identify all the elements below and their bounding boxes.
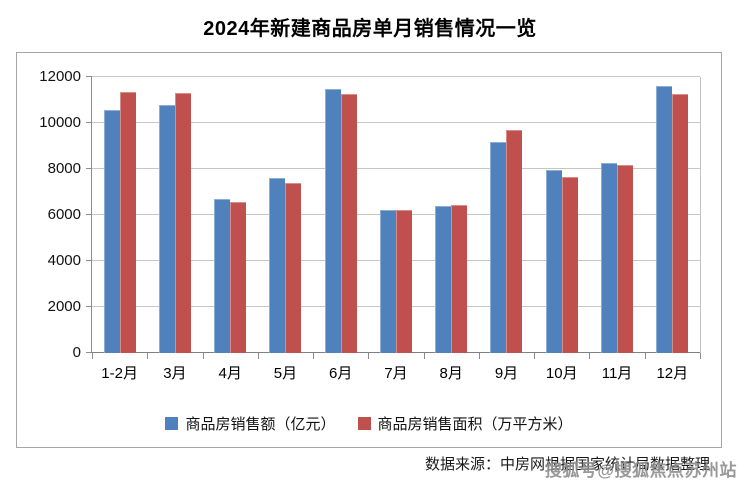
- x-axis-label: 12月: [656, 365, 689, 382]
- bar-group: 8月: [424, 77, 479, 382]
- x-axis-label: 7月: [384, 365, 408, 382]
- bar-group: 7月: [368, 77, 423, 382]
- x-axis-label: 8月: [439, 365, 463, 382]
- chart-legend: 商品房销售额（亿元） 商品房销售面积（万平方米）: [17, 413, 721, 434]
- x-axis-tick: [423, 353, 425, 359]
- bar-sales-amount[interactable]: [656, 85, 673, 353]
- x-axis-tick: [534, 353, 536, 359]
- y-axis-label: 12000: [39, 68, 81, 85]
- x-axis-tick: [202, 353, 204, 359]
- gridline: [92, 122, 700, 123]
- bar-sales-amount[interactable]: [324, 89, 341, 353]
- bar-group: 9月: [479, 77, 534, 382]
- x-axis-tick: [589, 353, 591, 359]
- y-axis-tick: [86, 122, 92, 123]
- y-axis-tick: [86, 260, 92, 261]
- bar-sales-amount[interactable]: [269, 178, 286, 353]
- bar-sales-amount[interactable]: [601, 162, 618, 353]
- bar-sales-area[interactable]: [506, 130, 523, 353]
- bar-sales-amount[interactable]: [435, 205, 452, 353]
- bar-sales-area[interactable]: [119, 91, 136, 353]
- chart-frame: 0 2000 4000 6000 8000 10000 12000 1-2月 3月 4月 5月 6月 7…: [16, 52, 722, 448]
- bar-group: 3月: [147, 77, 202, 382]
- legend-item-sales-area[interactable]: 商品房销售面积（万平方米）: [357, 413, 573, 434]
- x-axis-tick: [700, 353, 701, 359]
- bar-sales-amount[interactable]: [545, 169, 562, 353]
- gridline: [92, 76, 700, 77]
- x-axis-tick: [644, 353, 646, 359]
- x-axis-tick: [313, 353, 315, 359]
- x-axis-tick: [92, 353, 93, 359]
- y-axis-label: 2000: [47, 298, 81, 316]
- x-axis-label: 4月: [218, 365, 242, 382]
- legend-item-sales-amount[interactable]: 商品房销售额（亿元）: [165, 413, 336, 434]
- bar-group: 10月: [534, 77, 589, 382]
- x-axis-label: 11月: [601, 365, 633, 382]
- x-axis-tick: [368, 353, 370, 359]
- y-axis-tick: [86, 214, 92, 215]
- legend-label-sales-area: 商品房销售面积（万平方米）: [377, 416, 573, 433]
- bar-sales-area[interactable]: [561, 177, 578, 353]
- bar-groups: 1-2月 3月 4月 5月 6月 7月 8月 9月 10月 11月 12月: [92, 77, 700, 382]
- legend-swatch-red-icon: [357, 417, 371, 430]
- plot-area: 0 2000 4000 6000 8000 10000 12000 1-2月 3月 4月 5月 6月 7…: [39, 69, 701, 382]
- data-source-note: 数据来源：中房网根据国家统计局数据整理: [424, 456, 710, 473]
- x-axis-tick: [478, 353, 480, 359]
- bar-sales-amount[interactable]: [379, 210, 396, 353]
- bar-sales-area[interactable]: [285, 183, 302, 353]
- bar-sales-area[interactable]: [174, 93, 191, 353]
- bar-group: 6月: [313, 77, 368, 382]
- bar-sales-area[interactable]: [451, 204, 468, 353]
- x-axis-label: 5月: [273, 365, 298, 382]
- bar-group: 1-2月: [92, 77, 147, 382]
- bar-sales-amount[interactable]: [490, 142, 507, 353]
- y-axis-tick: [86, 76, 92, 77]
- y-axis-label: 10000: [39, 114, 81, 131]
- x-axis-label: 1-2月: [101, 365, 138, 382]
- y-axis-tick: [86, 306, 92, 307]
- legend-swatch-blue-icon: [165, 417, 179, 430]
- y-axis-label: 0: [72, 344, 81, 361]
- y-axis-label: 6000: [47, 206, 81, 223]
- bar-sales-amount[interactable]: [214, 198, 231, 353]
- x-axis-label: 10月: [545, 365, 578, 382]
- bar-sales-area[interactable]: [672, 93, 689, 353]
- y-axis-label: 8000: [47, 160, 81, 178]
- bar-sales-amount[interactable]: [103, 109, 120, 353]
- bar-sales-area[interactable]: [395, 209, 412, 353]
- bar-group: 5月: [258, 77, 313, 382]
- bar-sales-area[interactable]: [617, 164, 634, 353]
- bar-sales-area[interactable]: [340, 93, 357, 353]
- bar-group: 11月: [589, 77, 644, 382]
- x-axis-label: 3月: [163, 365, 187, 382]
- gridline: [92, 168, 700, 169]
- x-axis-tick: [147, 353, 149, 359]
- bar-sales-area[interactable]: [230, 201, 247, 353]
- y-axis-label: 4000: [47, 252, 81, 270]
- bar-group: 12月: [645, 77, 700, 382]
- watermark-text: 搜狐号@搜狐焦点苏州站: [544, 461, 737, 480]
- bar-group: 4月: [203, 77, 258, 382]
- bar-sales-amount[interactable]: [158, 104, 175, 353]
- y-axis-tick: [86, 168, 92, 169]
- x-axis-label: 6月: [329, 365, 353, 382]
- x-axis-tick: [257, 353, 259, 359]
- y-axis-tick: [86, 352, 92, 353]
- x-axis-label: 9月: [494, 365, 519, 382]
- page-title: 2024年新建商品房单月销售情况一览: [203, 18, 537, 40]
- legend-label-sales-amount: 商品房销售额（亿元）: [185, 416, 336, 433]
